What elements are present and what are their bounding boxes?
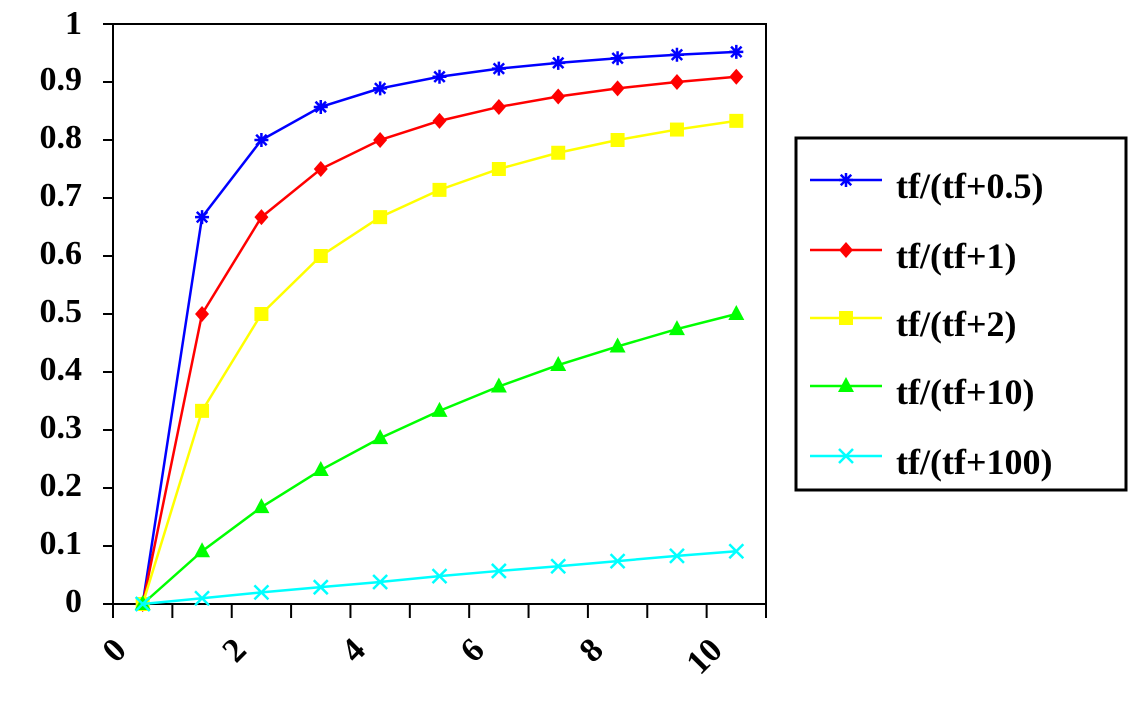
data-point-marker <box>490 377 507 393</box>
data-point-marker <box>195 306 210 322</box>
data-point-marker <box>372 574 389 590</box>
data-point-marker <box>373 132 388 148</box>
data-point-marker <box>431 568 448 585</box>
y-tick-label: 0 <box>65 583 82 620</box>
data-point-marker <box>729 44 744 59</box>
legend-labels: tf/(tf+0.5) tf/(tf+1) tf/(tf+2) tf/(tf+1… <box>896 166 1052 482</box>
data-point-marker <box>134 596 151 612</box>
data-point-marker <box>313 249 328 263</box>
data-point-marker <box>838 448 854 464</box>
data-point-marker <box>254 133 269 147</box>
y-tick-label: 1 <box>65 5 82 42</box>
y-tick-label: 0.4 <box>40 351 83 388</box>
data-point-marker <box>610 80 625 97</box>
data-point-marker <box>490 563 507 579</box>
x-tick-label: 2 <box>215 631 253 669</box>
data-point-marker <box>254 307 269 321</box>
data-point-marker <box>610 133 625 147</box>
data-point-marker <box>491 61 506 76</box>
x-tick-label: 0 <box>95 631 133 669</box>
y-tick-labels: 0 0.1 0.2 0.3 0.4 0.5 0.6 0.7 0.8 0.9 1 <box>40 5 83 620</box>
y-tick-label: 0.5 <box>40 293 83 330</box>
data-point-marker <box>312 461 329 477</box>
data-point-marker <box>373 210 388 225</box>
x-tick-label: 8 <box>572 631 610 669</box>
y-tick-label: 0.3 <box>40 409 83 446</box>
legend-label: tf/(tf+100) <box>896 442 1052 482</box>
data-point-marker <box>669 47 684 62</box>
x-tick-label: 10 <box>679 631 729 681</box>
data-point-marker <box>551 88 566 105</box>
data-point-marker <box>313 99 328 114</box>
y-tick-label: 0.7 <box>40 177 83 214</box>
data-point-marker <box>729 68 744 85</box>
data-point-marker <box>491 162 506 176</box>
data-point-marker <box>668 320 685 336</box>
data-point-marker <box>550 558 567 575</box>
data-point-marker <box>253 584 270 601</box>
legend-label: tf/(tf+10) <box>896 372 1034 412</box>
data-point-marker <box>551 145 566 160</box>
data-point-marker <box>669 74 684 90</box>
x-tick-label: 6 <box>453 631 491 669</box>
data-point-marker <box>253 498 270 514</box>
data-point-marker <box>313 161 328 177</box>
data-point-marker <box>609 553 626 569</box>
data-point-marker <box>610 51 625 66</box>
data-point-marker <box>194 590 210 607</box>
data-point-marker <box>491 98 506 115</box>
y-tick-label: 0.8 <box>40 119 83 156</box>
x-tick-label: 4 <box>334 631 372 669</box>
y-tick-label: 0.2 <box>40 467 83 504</box>
series-group <box>134 543 745 612</box>
data-point-marker <box>432 69 447 84</box>
data-point-marker <box>312 579 329 596</box>
data-point-marker <box>729 113 744 128</box>
data-point-marker <box>432 112 447 129</box>
data-point-marker <box>669 122 684 137</box>
y-tick-label: 0.6 <box>40 235 83 272</box>
data-point-marker <box>195 210 210 225</box>
data-point-marker <box>839 173 853 187</box>
data-point-marker <box>839 311 853 325</box>
plot-area <box>112 23 767 605</box>
y-tick-label: 0.1 <box>40 525 83 562</box>
data-point-marker <box>550 356 567 372</box>
legend-label: tf/(tf+0.5) <box>896 166 1043 206</box>
x-tick-labels: 0 2 4 6 8 10 <box>95 631 729 681</box>
data-point-marker <box>551 55 566 70</box>
data-point-marker <box>194 542 211 558</box>
data-point-marker <box>372 429 389 445</box>
y-tick-label: 0.9 <box>40 61 83 98</box>
data-point-marker <box>728 305 745 320</box>
data-point-marker <box>838 377 854 392</box>
data-point-marker <box>609 337 626 353</box>
legend-label: tf/(tf+2) <box>896 304 1016 344</box>
data-point-marker <box>432 182 447 197</box>
data-point-marker <box>839 242 853 258</box>
data-point-marker <box>195 403 210 418</box>
data-point-marker <box>373 81 388 96</box>
data-point-marker <box>669 547 685 564</box>
data-point-marker <box>431 401 448 417</box>
data-point-marker <box>254 209 269 226</box>
data-point-marker <box>728 543 745 560</box>
legend-label: tf/(tf+1) <box>896 236 1016 276</box>
